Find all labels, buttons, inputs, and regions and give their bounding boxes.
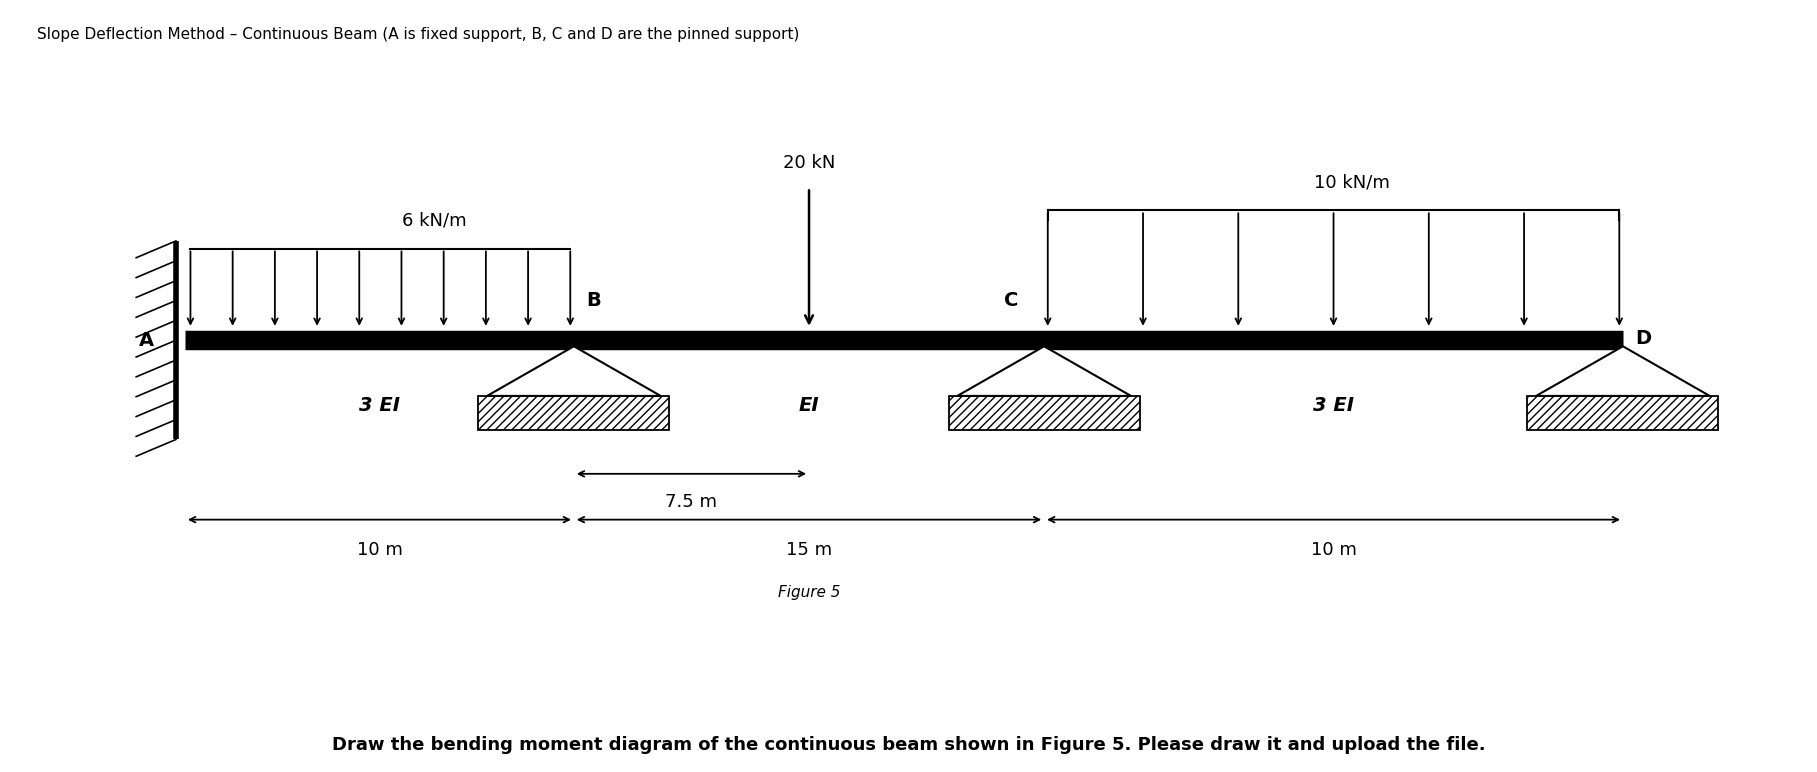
Text: 6 kN/m: 6 kN/m: [402, 212, 467, 229]
Text: 7.5 m: 7.5 m: [665, 493, 718, 511]
Polygon shape: [958, 347, 1130, 396]
Polygon shape: [487, 347, 661, 396]
Text: D: D: [1635, 329, 1652, 348]
Polygon shape: [1535, 347, 1710, 396]
Text: B: B: [587, 290, 601, 310]
Text: 15 m: 15 m: [787, 541, 832, 559]
Text: Draw the bending moment diagram of the continuous beam shown in Figure 5. Please: Draw the bending moment diagram of the c…: [333, 736, 1484, 754]
Text: 3 EI: 3 EI: [1314, 395, 1354, 415]
Bar: [478, 396, 669, 430]
Text: C: C: [1005, 290, 1019, 310]
Text: Slope Deflection Method – Continuous Beam (A is fixed support, B, C and D are th: Slope Deflection Method – Continuous Bea…: [36, 27, 799, 42]
Text: Figure 5: Figure 5: [778, 584, 839, 600]
Text: 10 m: 10 m: [356, 541, 402, 559]
Text: EI: EI: [799, 395, 819, 415]
Text: 20 kN: 20 kN: [783, 154, 836, 172]
Text: 3 EI: 3 EI: [360, 395, 400, 415]
Text: 10 m: 10 m: [1310, 541, 1357, 559]
Text: 10 kN/m: 10 kN/m: [1314, 173, 1390, 191]
Text: A: A: [140, 330, 154, 350]
Bar: [948, 396, 1139, 430]
Bar: [1528, 396, 1719, 430]
